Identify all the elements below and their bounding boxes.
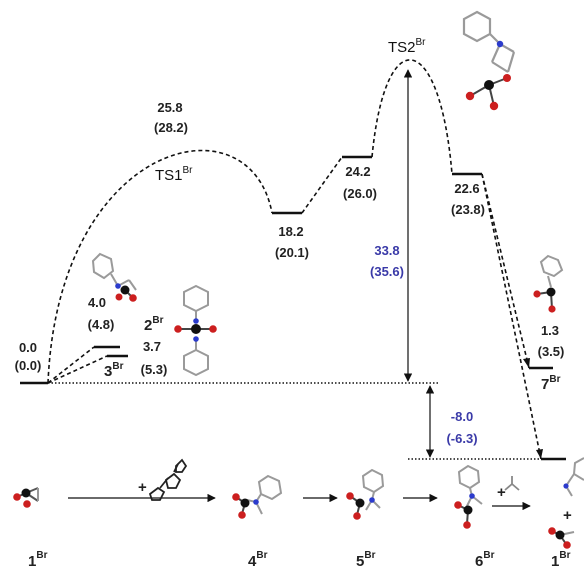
energy-label-ts1-paren: (28.2) bbox=[154, 120, 188, 135]
molecule-substrate bbox=[148, 458, 188, 501]
energy-label-6: 22.6 bbox=[454, 181, 479, 196]
scheme-plus-2: + bbox=[497, 484, 506, 501]
scheme-plus-1: + bbox=[138, 479, 147, 496]
molecule-2 bbox=[91, 252, 137, 302]
barrier-label-down-paren: (-6.3) bbox=[446, 431, 477, 446]
scheme-label-5: 5Br bbox=[356, 550, 376, 570]
energy-levels bbox=[20, 155, 566, 461]
energy-label-5-paren: (26.0) bbox=[343, 186, 377, 201]
molecule-product bbox=[548, 457, 584, 549]
energy-label-2: 4.0 bbox=[88, 295, 106, 310]
scheme-plus-3: + bbox=[563, 507, 572, 524]
energy-label-3-paren: (5.3) bbox=[141, 362, 168, 377]
energy-label-6-paren: (23.8) bbox=[451, 202, 485, 217]
energy-label-1: 0.0 bbox=[19, 340, 37, 355]
scheme-label-4: 4Br bbox=[248, 550, 268, 570]
scheme-arrows bbox=[68, 493, 531, 511]
mechanism-scheme: + + + 1Br 4Br 5Br 6Br 1Br bbox=[28, 479, 572, 570]
molecule-4 bbox=[232, 474, 283, 519]
species-label-ts2: TS2Br bbox=[388, 37, 426, 56]
path-6-7 bbox=[481, 173, 530, 369]
energy-label-5: 24.2 bbox=[345, 164, 370, 179]
arrowhead-product bbox=[536, 449, 543, 459]
path-6-product bbox=[481, 173, 542, 460]
energy-label-7: 1.3 bbox=[541, 323, 559, 338]
energy-label-ts1: 25.8 bbox=[157, 100, 182, 115]
reference-lines bbox=[48, 382, 541, 460]
energy-label-7-paren: (3.5) bbox=[538, 344, 565, 359]
molecule-fragment bbox=[504, 476, 520, 491]
species-label-ts1: TS1Br bbox=[155, 165, 193, 184]
energy-label-4-paren: (20.1) bbox=[275, 245, 309, 260]
molecule-3 bbox=[174, 284, 217, 377]
scheme-label-1-product: 1Br bbox=[551, 550, 571, 570]
energy-label-4: 18.2 bbox=[278, 224, 303, 239]
molecule-5 bbox=[346, 468, 385, 520]
barrier-label-down: -8.0 bbox=[451, 409, 473, 424]
reaction-paths bbox=[47, 59, 542, 460]
molecule-6 bbox=[454, 464, 483, 529]
path-arrowheads bbox=[523, 358, 543, 459]
species-label-2: 2Br bbox=[144, 315, 164, 334]
path-4-5 bbox=[301, 156, 343, 214]
molecule-1 bbox=[13, 487, 39, 508]
path-1-2 bbox=[47, 346, 95, 384]
species-label-7: 7Br bbox=[541, 374, 561, 393]
species-label-3: 3Br bbox=[104, 361, 124, 380]
arrowhead-7 bbox=[523, 358, 530, 368]
barrier-label-up: 33.8 bbox=[374, 243, 399, 258]
molecule-7 bbox=[533, 254, 564, 313]
path-5-ts2 bbox=[371, 59, 453, 175]
molecule-ts2 bbox=[462, 10, 516, 111]
energy-labels: 0.0 (0.0) 4.0 (4.8) 3.7 (5.3) 25.8 (28.2… bbox=[15, 100, 565, 446]
scheme-label-1: 1Br bbox=[28, 550, 48, 570]
scheme-label-6: 6Br bbox=[475, 550, 495, 570]
path-1-3 bbox=[47, 355, 108, 384]
energy-label-2-paren: (4.8) bbox=[88, 317, 115, 332]
energy-label-1-paren: (0.0) bbox=[15, 358, 42, 373]
barrier-label-up-paren: (35.6) bbox=[370, 264, 404, 279]
energy-label-3: 3.7 bbox=[143, 339, 161, 354]
